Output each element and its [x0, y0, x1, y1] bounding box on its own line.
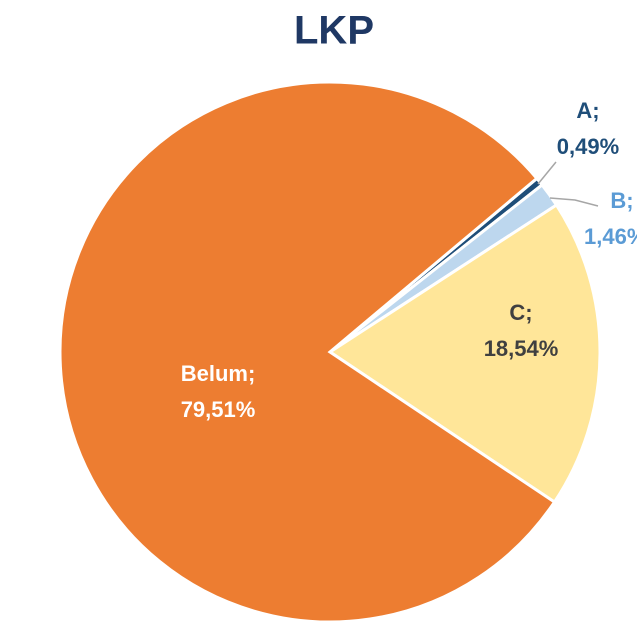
- leader-line: [549, 197, 599, 207]
- category-label: C;: [509, 300, 532, 325]
- chart-title: LKP: [294, 9, 374, 53]
- value-label: 18,54%: [484, 336, 559, 361]
- slice: [58, 80, 557, 624]
- category-label: Belum;: [181, 361, 256, 386]
- leader-line: [537, 161, 557, 185]
- category-label: B;: [610, 188, 633, 213]
- value-label: 79,51%: [181, 397, 256, 422]
- category-label: A;: [576, 98, 599, 123]
- slices: [58, 80, 602, 624]
- slice: [327, 202, 602, 505]
- value-label: 1,46%: [584, 224, 637, 249]
- value-label: 0,49%: [557, 134, 619, 159]
